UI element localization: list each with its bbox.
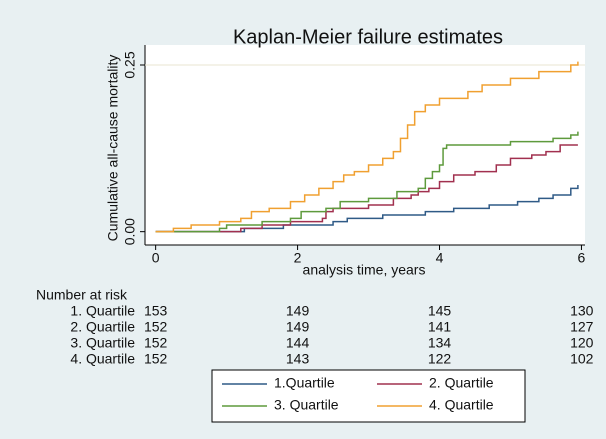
risk-count: 122 — [428, 351, 452, 367]
risk-count: 141 — [428, 319, 452, 335]
risk-count: 152 — [144, 351, 168, 367]
legend-label: 2. Quartile — [429, 375, 494, 391]
x-tick-label: 2 — [294, 250, 302, 266]
x-tick-label: 6 — [578, 250, 586, 266]
plot-area — [145, 45, 585, 245]
risk-count: 120 — [570, 335, 594, 351]
risk-row-label: 2. Quartile — [70, 319, 135, 335]
risk-count: 153 — [144, 303, 168, 319]
risk-row-label: 1. Quartile — [70, 303, 135, 319]
legend-label: 1.Quartile — [274, 375, 335, 391]
risk-count: 149 — [286, 319, 310, 335]
risk-count: 145 — [428, 303, 452, 319]
legend-label: 4. Quartile — [429, 397, 494, 413]
legend — [211, 369, 526, 423]
risk-count: 144 — [286, 335, 310, 351]
risk-title: Number at risk — [36, 287, 128, 303]
risk-count: 152 — [144, 335, 168, 351]
risk-count: 143 — [286, 351, 310, 367]
km-curve — [155, 144, 578, 233]
risk-count: 149 — [286, 303, 310, 319]
risk-count: 130 — [570, 303, 594, 319]
risk-count: 127 — [570, 319, 594, 335]
km-curve — [155, 61, 579, 233]
chart-title: Kaplan-Meier failure estimates — [233, 26, 503, 48]
y-tick-label: 0.25 — [122, 51, 138, 78]
risk-count: 134 — [428, 335, 452, 351]
legend-label: 3. Quartile — [274, 397, 339, 413]
y-tick-label: 0.00 — [122, 218, 138, 245]
risk-count: 102 — [570, 351, 594, 367]
x-tick-label: 0 — [152, 250, 160, 266]
risk-row-label: 3. Quartile — [70, 335, 135, 351]
risk-row-label: 4. Quartile — [70, 351, 135, 367]
risk-count: 152 — [144, 319, 168, 335]
km-curve — [155, 185, 579, 233]
x-tick-label: 4 — [436, 250, 444, 266]
x-axis-label: analysis time, years — [303, 262, 426, 278]
km-curve — [155, 131, 579, 233]
y-axis-label: Cumulative all-cause mortality — [105, 55, 121, 242]
